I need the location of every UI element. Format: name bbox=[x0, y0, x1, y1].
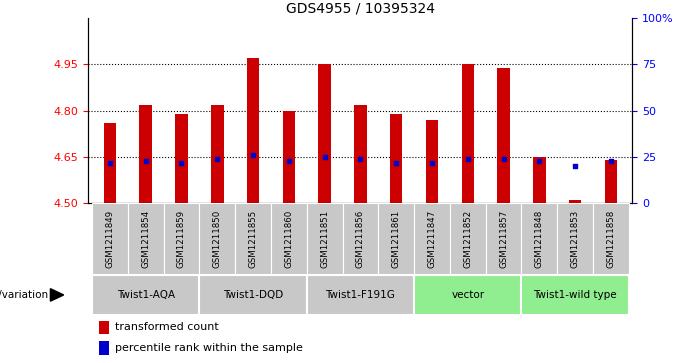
Point bbox=[176, 160, 187, 166]
Point bbox=[355, 156, 366, 162]
Bar bbox=[569, 200, 581, 203]
Bar bbox=[92, 275, 199, 315]
Bar bbox=[462, 64, 474, 203]
Text: vector: vector bbox=[452, 290, 484, 300]
Text: GSM1211847: GSM1211847 bbox=[428, 209, 437, 268]
Text: GSM1211849: GSM1211849 bbox=[105, 209, 114, 268]
Point bbox=[570, 163, 581, 169]
Bar bbox=[103, 123, 116, 203]
Bar bbox=[99, 341, 109, 355]
Point bbox=[426, 160, 437, 166]
Text: GSM1211850: GSM1211850 bbox=[213, 209, 222, 268]
Bar bbox=[414, 203, 450, 274]
Bar bbox=[605, 160, 617, 203]
Point bbox=[462, 156, 473, 162]
Point bbox=[319, 154, 330, 160]
Point bbox=[140, 158, 151, 164]
Text: Twist1-DQD: Twist1-DQD bbox=[223, 290, 283, 300]
Text: Twist1-AQA: Twist1-AQA bbox=[116, 290, 175, 300]
Bar bbox=[497, 68, 510, 203]
Point bbox=[248, 152, 258, 158]
Bar bbox=[164, 203, 199, 274]
Point bbox=[605, 158, 616, 164]
Text: GSM1211860: GSM1211860 bbox=[284, 209, 293, 268]
Point bbox=[391, 160, 402, 166]
Bar bbox=[139, 105, 152, 203]
Text: GSM1211854: GSM1211854 bbox=[141, 209, 150, 268]
Text: transformed count: transformed count bbox=[114, 322, 218, 332]
Bar bbox=[593, 203, 629, 274]
Text: GSM1211853: GSM1211853 bbox=[571, 209, 579, 268]
Bar bbox=[307, 203, 343, 274]
Bar bbox=[426, 120, 438, 203]
Point bbox=[105, 160, 116, 166]
Bar bbox=[486, 203, 522, 274]
Bar bbox=[522, 275, 629, 315]
Bar bbox=[354, 105, 367, 203]
Bar bbox=[318, 64, 331, 203]
Bar bbox=[271, 203, 307, 274]
Point bbox=[284, 158, 294, 164]
Text: GSM1211861: GSM1211861 bbox=[392, 209, 401, 268]
Bar bbox=[99, 321, 109, 334]
Bar bbox=[557, 203, 593, 274]
Text: Twist1-wild type: Twist1-wild type bbox=[533, 290, 617, 300]
Point bbox=[534, 158, 545, 164]
Text: GSM1211858: GSM1211858 bbox=[607, 209, 615, 268]
Bar bbox=[247, 58, 259, 203]
Bar bbox=[414, 275, 522, 315]
Bar bbox=[235, 203, 271, 274]
Text: percentile rank within the sample: percentile rank within the sample bbox=[114, 343, 303, 353]
Text: Twist1-F191G: Twist1-F191G bbox=[326, 290, 395, 300]
Text: GSM1211848: GSM1211848 bbox=[535, 209, 544, 268]
Bar bbox=[92, 203, 128, 274]
Bar bbox=[307, 275, 414, 315]
Bar bbox=[533, 157, 545, 203]
Point bbox=[498, 156, 509, 162]
Polygon shape bbox=[50, 289, 64, 301]
Text: GSM1211859: GSM1211859 bbox=[177, 209, 186, 268]
Bar bbox=[128, 203, 164, 274]
Point bbox=[211, 156, 222, 162]
Bar bbox=[283, 111, 295, 203]
Bar bbox=[378, 203, 414, 274]
Bar bbox=[199, 275, 307, 315]
Text: GSM1211857: GSM1211857 bbox=[499, 209, 508, 268]
Bar bbox=[211, 105, 224, 203]
Bar bbox=[199, 203, 235, 274]
Title: GDS4955 / 10395324: GDS4955 / 10395324 bbox=[286, 1, 435, 16]
Bar bbox=[343, 203, 378, 274]
Text: GSM1211851: GSM1211851 bbox=[320, 209, 329, 268]
Text: GSM1211852: GSM1211852 bbox=[463, 209, 473, 268]
Bar bbox=[450, 203, 486, 274]
Bar bbox=[390, 114, 403, 203]
Bar bbox=[175, 114, 188, 203]
Bar bbox=[522, 203, 557, 274]
Text: GSM1211856: GSM1211856 bbox=[356, 209, 365, 268]
Text: genotype/variation: genotype/variation bbox=[0, 290, 49, 300]
Text: GSM1211855: GSM1211855 bbox=[248, 209, 258, 268]
